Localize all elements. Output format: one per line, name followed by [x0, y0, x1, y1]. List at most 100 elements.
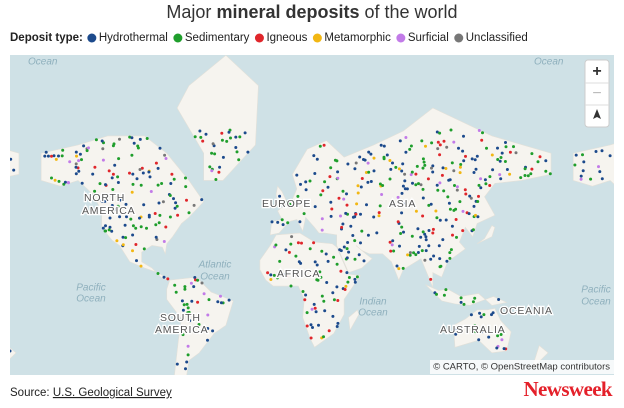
deposit-dot	[220, 138, 224, 142]
deposit-dot	[420, 249, 424, 253]
deposit-dot	[121, 243, 125, 247]
deposit-dot	[536, 160, 540, 164]
brand-logo[interactable]: Newsweek	[523, 377, 613, 401]
deposit-dot	[206, 327, 210, 330]
deposit-dot	[345, 203, 349, 207]
deposit-dot	[299, 182, 302, 186]
deposit-dot	[408, 147, 412, 151]
deposit-dot	[353, 239, 357, 243]
deposit-dot	[323, 309, 327, 313]
deposit-dot	[198, 129, 202, 133]
zoom-out[interactable]: −	[592, 85, 601, 102]
deposit-dot	[246, 150, 250, 154]
deposit-dot	[156, 183, 160, 187]
deposit-dot	[130, 136, 134, 140]
deposit-dot	[297, 260, 301, 264]
deposit-dot	[154, 235, 158, 239]
deposit-dot	[219, 301, 223, 305]
deposit-dot	[301, 290, 305, 293]
deposit-dot	[367, 170, 371, 174]
deposit-dot	[345, 192, 348, 196]
deposit-dot	[523, 174, 527, 177]
deposit-dot	[335, 325, 339, 328]
deposit-dot	[158, 146, 162, 150]
deposit-dot	[435, 216, 439, 220]
legend-text: Unclassified	[466, 32, 528, 44]
deposit-dot	[148, 175, 152, 179]
deposit-dot	[477, 194, 480, 198]
deposit-dot	[500, 151, 504, 155]
deposit-dot	[444, 218, 448, 222]
deposit-dot	[359, 185, 363, 189]
deposit-dot	[423, 163, 427, 167]
deposit-dot	[181, 333, 185, 337]
deposit-dot	[508, 172, 512, 176]
deposit-dot	[322, 335, 325, 339]
deposit-dot	[353, 215, 357, 219]
deposit-dot	[285, 200, 289, 204]
deposit-dot	[410, 170, 414, 174]
deposit-dot	[454, 207, 458, 211]
deposit-dot	[107, 228, 111, 232]
deposit-dot	[523, 167, 527, 171]
deposit-dot	[448, 251, 452, 255]
deposit-dot	[278, 194, 282, 198]
deposit-dot	[579, 177, 583, 181]
deposit-dot	[472, 171, 476, 174]
deposit-dot	[573, 163, 577, 167]
deposit-dot	[424, 144, 427, 148]
deposit-dot	[110, 204, 114, 207]
zoom-in[interactable]: +	[592, 63, 601, 80]
deposit-dot	[284, 248, 288, 252]
deposit-dot	[290, 235, 294, 239]
deposit-dot	[431, 227, 435, 231]
deposit-dot	[220, 131, 224, 135]
source-link[interactable]: U.S. Geological Survey	[53, 387, 172, 399]
deposit-dot	[342, 245, 346, 249]
deposit-dot	[414, 172, 418, 176]
deposit-dot	[347, 250, 351, 254]
deposit-dot	[496, 158, 500, 161]
deposit-dot	[408, 251, 412, 255]
deposit-dot	[440, 173, 444, 177]
deposit-dot	[435, 183, 439, 187]
deposit-dot	[166, 277, 170, 281]
deposit-dot	[74, 172, 78, 176]
deposit-dot	[118, 137, 121, 141]
deposit-dot	[436, 147, 440, 151]
deposit-dot	[473, 158, 477, 162]
deposit-dot	[399, 232, 403, 235]
deposit-dot	[313, 172, 317, 175]
deposit-dot	[419, 235, 423, 239]
deposit-dot	[145, 137, 149, 140]
deposit-dot	[300, 241, 303, 245]
deposit-dot	[409, 173, 413, 177]
deposit-dot	[447, 201, 451, 205]
deposit-dot	[369, 152, 373, 156]
deposit-dot	[504, 145, 508, 149]
deposit-dot	[372, 156, 376, 160]
ocean-label: Ocean	[581, 297, 611, 308]
deposit-dot	[12, 168, 16, 172]
deposit-dot	[345, 247, 349, 251]
deposit-dot	[324, 252, 328, 256]
deposit-dot	[452, 169, 456, 173]
deposit-dot	[168, 194, 172, 197]
deposit-dot	[415, 164, 419, 168]
deposit-dot	[331, 314, 335, 318]
deposit-dot	[304, 293, 308, 297]
title-start: Major	[166, 2, 211, 22]
deposit-dot	[315, 278, 319, 282]
deposit-dot	[211, 142, 215, 146]
deposit-dot	[216, 300, 220, 304]
deposit-dot	[359, 241, 362, 245]
deposit-dot	[189, 281, 193, 285]
deposit-dot	[429, 202, 433, 206]
compass[interactable]	[593, 109, 601, 119]
deposit-dot	[346, 280, 350, 284]
deposit-dot	[158, 213, 162, 217]
deposit-dot	[336, 321, 340, 325]
deposit-dot	[421, 196, 425, 200]
map[interactable]: Ocean Ocean NORTH AMERICA SOUTH AMERICA …	[0, 55, 624, 390]
deposit-dot	[325, 281, 329, 284]
